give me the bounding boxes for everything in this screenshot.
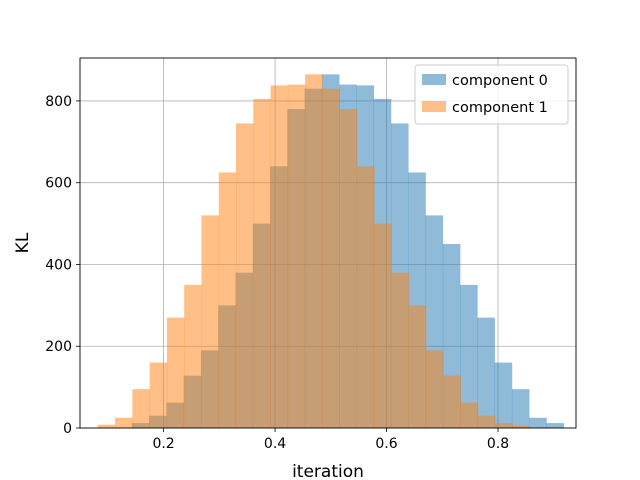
plot-frame: [79, 57, 577, 429]
y-tick-label: 0: [63, 421, 72, 437]
histogram-bar: [236, 123, 254, 428]
histogram-bar: [184, 284, 202, 428]
series-1-bars: [97, 74, 531, 429]
x-axis-label: iteration: [292, 462, 364, 480]
histogram-bar: [166, 317, 185, 428]
y-tick-label: 200: [45, 339, 72, 355]
histogram-bar: [546, 423, 565, 428]
x-tick-label: 0.6: [375, 436, 397, 452]
histogram-bar: [115, 417, 133, 428]
legend-swatch: [422, 101, 446, 112]
histogram-bar: [426, 350, 444, 428]
legend-label: component 0: [452, 73, 548, 89]
histogram-bar: [322, 88, 341, 428]
y-tick-label: 400: [45, 257, 72, 273]
x-axis-ticks: 0.2 0.4 0.6 0.8: [152, 428, 509, 452]
histogram-bar: [270, 85, 289, 428]
histogram-bar: [408, 305, 427, 428]
y-tick-label: 600: [45, 176, 72, 192]
legend-box: [414, 64, 569, 125]
histogram-bar: [494, 362, 513, 428]
histogram-bar: [391, 272, 410, 428]
histogram-bar: [356, 166, 375, 429]
histogram-bar: [443, 375, 461, 428]
histogram-bar: [149, 362, 168, 428]
histogram-bar: [529, 417, 547, 428]
histogram-bar: [201, 215, 220, 428]
histogram-bar: [460, 402, 479, 428]
legend: component 0 component 1: [414, 64, 569, 125]
histogram-bar: [477, 415, 496, 428]
histogram-bar: [460, 284, 478, 428]
y-axis-ticks: 0 200 400 600 800: [45, 94, 80, 437]
x-tick-label: 0.2: [152, 436, 174, 452]
histogram-bar: [339, 109, 358, 428]
histogram-bar: [495, 423, 513, 428]
histogram-bar: [132, 389, 150, 428]
histogram-bar: [287, 84, 306, 428]
x-tick-label: 0.8: [487, 436, 509, 452]
histogram-bar: [374, 223, 392, 428]
histogram-bar: [511, 389, 530, 428]
histogram-bar: [512, 425, 531, 428]
histogram-bar: [477, 317, 495, 428]
x-tick-label: 0.4: [264, 436, 286, 452]
legend-swatch: [422, 74, 446, 85]
legend-label: component 1: [452, 100, 548, 116]
bars: [97, 74, 565, 429]
histogram-bar: [97, 424, 116, 428]
histogram-bar: [218, 172, 237, 428]
y-tick-label: 800: [45, 94, 72, 110]
histogram-bar: [253, 98, 271, 429]
y-axis-label: KL: [13, 232, 33, 253]
histogram-bar: [305, 74, 323, 429]
